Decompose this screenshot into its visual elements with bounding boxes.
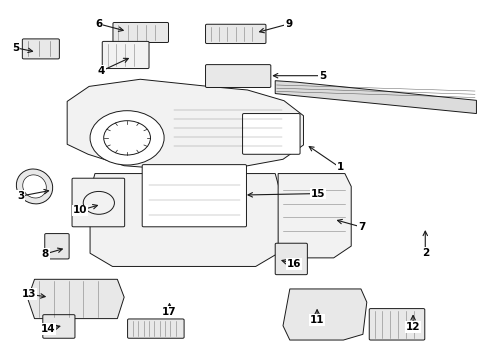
FancyBboxPatch shape — [45, 234, 69, 259]
FancyBboxPatch shape — [72, 178, 124, 227]
Text: 5: 5 — [319, 71, 326, 81]
FancyBboxPatch shape — [369, 309, 425, 340]
Text: 13: 13 — [22, 289, 36, 299]
FancyBboxPatch shape — [102, 41, 149, 68]
Text: 5: 5 — [12, 43, 20, 53]
FancyBboxPatch shape — [205, 64, 271, 87]
FancyBboxPatch shape — [127, 319, 184, 338]
Polygon shape — [28, 279, 124, 319]
Text: 9: 9 — [285, 19, 293, 29]
Text: 10: 10 — [73, 205, 88, 215]
Ellipse shape — [16, 169, 53, 204]
Text: 1: 1 — [336, 162, 343, 172]
Polygon shape — [283, 289, 367, 340]
Text: 6: 6 — [95, 19, 102, 29]
Text: 8: 8 — [42, 249, 49, 259]
FancyBboxPatch shape — [43, 315, 75, 338]
FancyBboxPatch shape — [113, 22, 169, 42]
Text: 3: 3 — [17, 191, 24, 201]
FancyBboxPatch shape — [205, 24, 266, 44]
Text: 4: 4 — [98, 66, 105, 76]
FancyBboxPatch shape — [23, 39, 59, 59]
FancyBboxPatch shape — [275, 243, 307, 275]
Text: 15: 15 — [311, 189, 325, 199]
Text: 12: 12 — [406, 322, 420, 332]
Text: 7: 7 — [358, 222, 366, 232]
Polygon shape — [67, 79, 303, 169]
Polygon shape — [275, 81, 476, 113]
Text: 16: 16 — [287, 259, 301, 269]
Text: 2: 2 — [422, 248, 429, 258]
Polygon shape — [278, 174, 351, 258]
Polygon shape — [90, 174, 280, 266]
FancyBboxPatch shape — [142, 165, 246, 227]
Circle shape — [90, 111, 164, 165]
FancyBboxPatch shape — [243, 113, 300, 154]
Text: 14: 14 — [40, 324, 55, 334]
Text: 17: 17 — [162, 307, 177, 317]
Ellipse shape — [23, 175, 47, 198]
Text: 11: 11 — [310, 315, 324, 325]
